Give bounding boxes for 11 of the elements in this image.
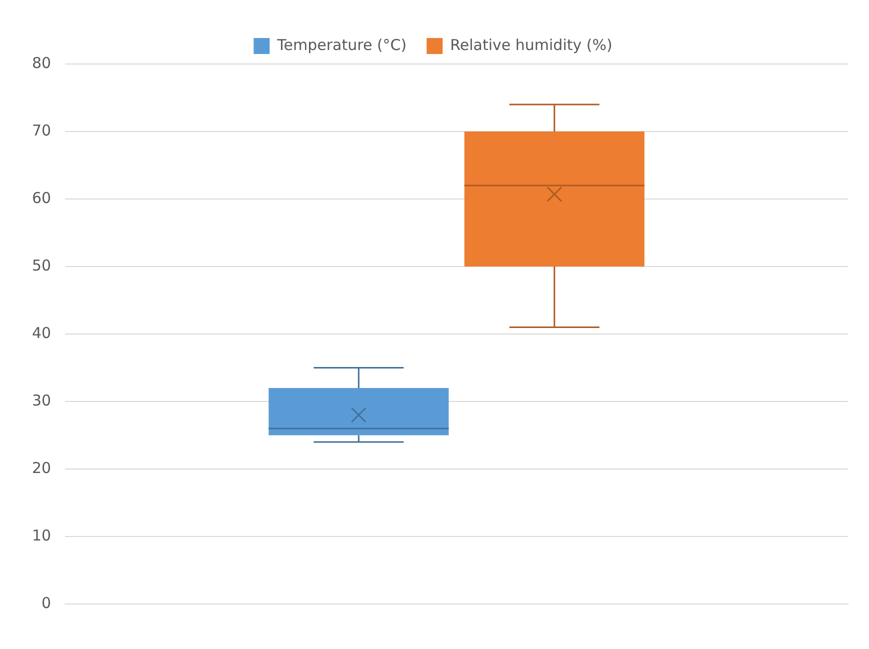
y-tick-label: 80 <box>32 54 52 72</box>
legend-label: Relative humidity (%) <box>450 36 612 54</box>
y-tick-label: 0 <box>42 594 52 612</box>
y-tick-label: 40 <box>32 324 52 342</box>
y-tick-label: 60 <box>32 188 52 207</box>
y-tick-label: 10 <box>32 526 52 544</box>
y-tick-label: 50 <box>32 256 52 274</box>
legend-label: Temperature (°C) <box>276 36 407 54</box>
y-tick-label: 20 <box>32 458 52 477</box>
y-tick-label: 30 <box>32 391 52 410</box>
y-tick-label: 70 <box>32 121 52 140</box>
